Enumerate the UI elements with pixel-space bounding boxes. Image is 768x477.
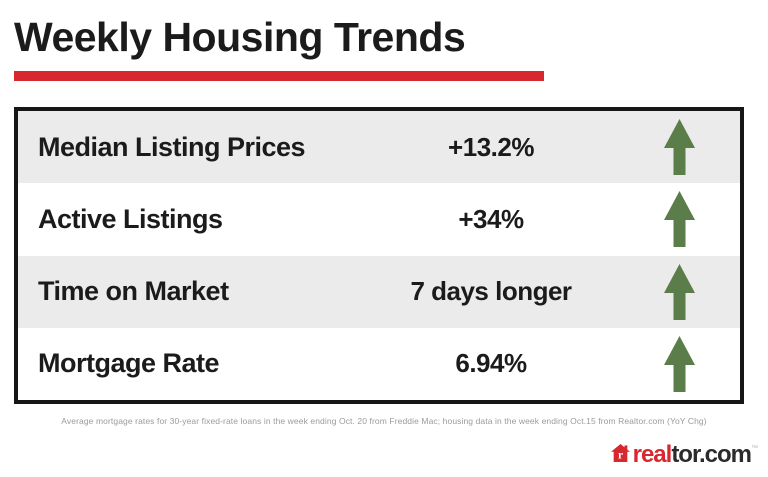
up-arrow-icon [618, 119, 740, 176]
up-arrow-icon [618, 263, 740, 320]
up-arrow-icon [618, 335, 740, 392]
footnote: Average mortgage rates for 30-year fixed… [61, 416, 707, 426]
metric-label: Active Listings [38, 203, 223, 234]
table-row: Time on Market 7 days longer [18, 255, 740, 328]
trademark-symbol: ™ [751, 445, 758, 452]
table-row: Active Listings +34% [18, 183, 740, 255]
metric-value: 6.94% [455, 348, 527, 379]
logo-text-torcom: tor.com [671, 441, 752, 468]
title-underline [14, 71, 544, 81]
metric-label: Time on Market [38, 276, 229, 307]
house-icon: r [610, 443, 630, 467]
table-row: Median Listing Prices +13.2% [18, 111, 740, 184]
metric-label: Median Listing Prices [38, 131, 306, 162]
logo-text-real: real [632, 441, 673, 468]
table-row: Mortgage Rate 6.94% [18, 328, 740, 400]
metric-value: +13.2% [448, 131, 534, 162]
metric-value: 7 days longer [410, 276, 572, 307]
page-title: Weekly Housing Trends [14, 14, 466, 60]
realtor-com-logo: r realtor.com ™ [610, 441, 758, 468]
metric-value: +34% [458, 203, 524, 234]
logo-wordmark: realtor.com [632, 441, 752, 468]
metric-label: Mortgage Rate [38, 348, 220, 379]
svg-text:r: r [618, 449, 623, 461]
up-arrow-icon [618, 191, 740, 248]
trends-table: Median Listing Prices +13.2% Active List… [14, 107, 744, 404]
